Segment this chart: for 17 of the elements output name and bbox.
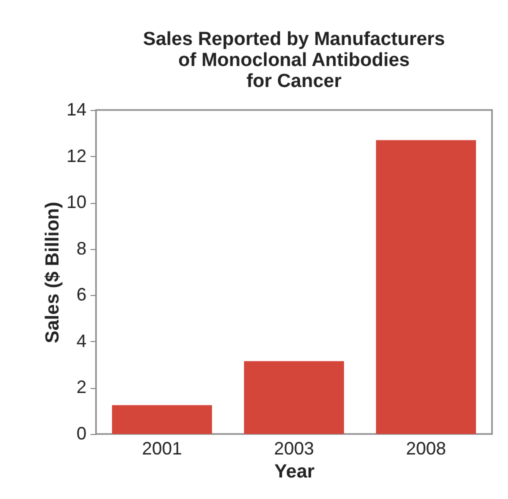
bar bbox=[244, 361, 344, 434]
y-axis-title: Sales ($ Billion) bbox=[42, 202, 64, 344]
y-tick-label: 12 bbox=[66, 146, 86, 166]
y-tick-label: 8 bbox=[76, 238, 86, 258]
x-axis-title: Year bbox=[274, 462, 316, 482]
y-tick-label: 2 bbox=[76, 377, 86, 398]
y-tick-label: 0 bbox=[76, 424, 86, 444]
chart-title: Sales Reported by Manufacturers of Monoclonal Antibodies for Cancer bbox=[143, 29, 445, 92]
x-tick-label: 2001 bbox=[142, 438, 182, 458]
x-tick-label: 2003 bbox=[274, 438, 314, 458]
x-tick-label: 2008 bbox=[406, 438, 446, 458]
y-tick-label: 14 bbox=[66, 100, 86, 120]
y-tick-label: 4 bbox=[76, 330, 86, 351]
bar bbox=[376, 140, 476, 434]
bar bbox=[112, 405, 212, 434]
y-tick-label: 10 bbox=[66, 192, 86, 212]
y-tick-label: 6 bbox=[76, 284, 86, 305]
